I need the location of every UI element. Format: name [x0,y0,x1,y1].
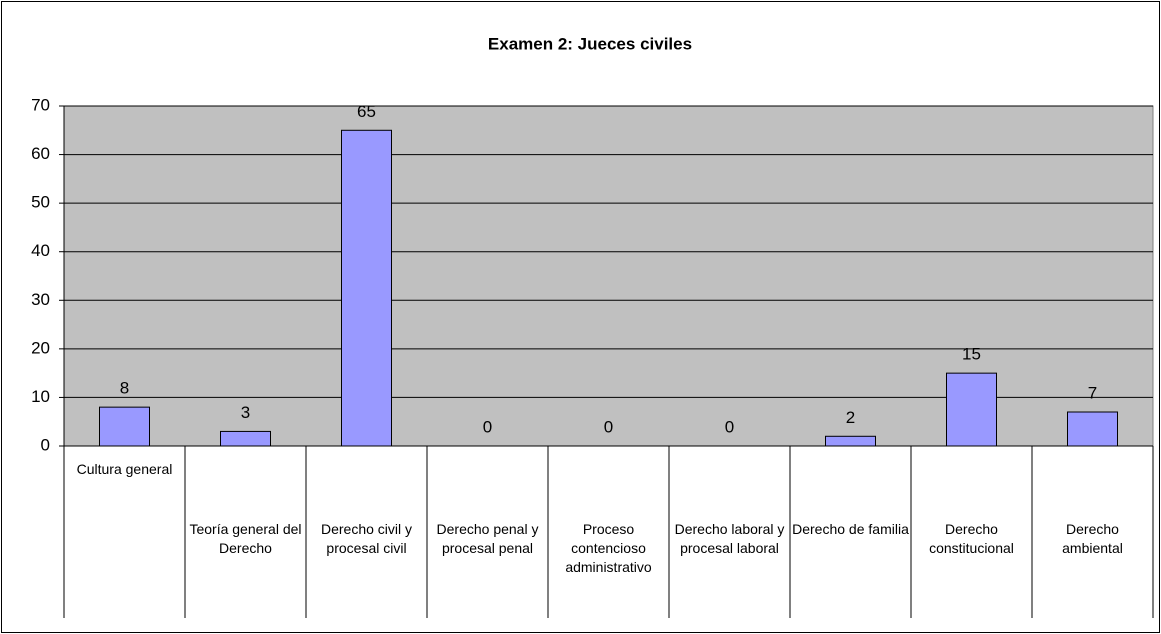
y-tick-label: 20 [31,338,50,357]
bar [1067,411,1118,447]
value-label: 0 [725,417,734,436]
x-tick-label: Derecho de familia [792,521,909,537]
y-tick-label: 70 [31,95,50,114]
x-tick-label: Teoría general del Derecho [189,521,302,556]
value-label: 3 [241,403,250,422]
x-tick-label: Derecho ambiental [1062,521,1123,556]
bar [825,435,876,447]
value-label: 2 [846,408,855,427]
y-tick-label: 0 [41,435,50,454]
value-label: 0 [604,417,613,436]
value-label: 0 [483,417,492,436]
bar [946,372,997,447]
x-tick-label: Derecho laboral y procesal laboral [674,521,785,556]
x-tick-label: Derecho constitucional [929,521,1014,556]
x-tick-label: Proceso contencioso administrativo [565,521,652,575]
x-tick-label: Derecho civil y procesal civil [320,521,413,556]
x-tick-label: Derecho penal y procesal penal [436,521,539,556]
value-label: 65 [357,102,376,121]
y-tick-label: 60 [31,144,50,163]
value-label: 7 [1088,383,1097,402]
y-tick-label: 40 [31,241,50,260]
y-tick-label: 30 [31,290,50,309]
chart-title: Examen 2: Jueces civiles [488,34,692,53]
x-tick-label: Cultura general [76,461,173,477]
value-label: 8 [120,379,129,398]
bar [341,129,392,447]
bar [99,406,150,447]
value-label: 15 [962,345,981,364]
y-tick-label: 10 [31,387,50,406]
y-tick-label: 50 [31,193,50,212]
bar [220,430,271,447]
